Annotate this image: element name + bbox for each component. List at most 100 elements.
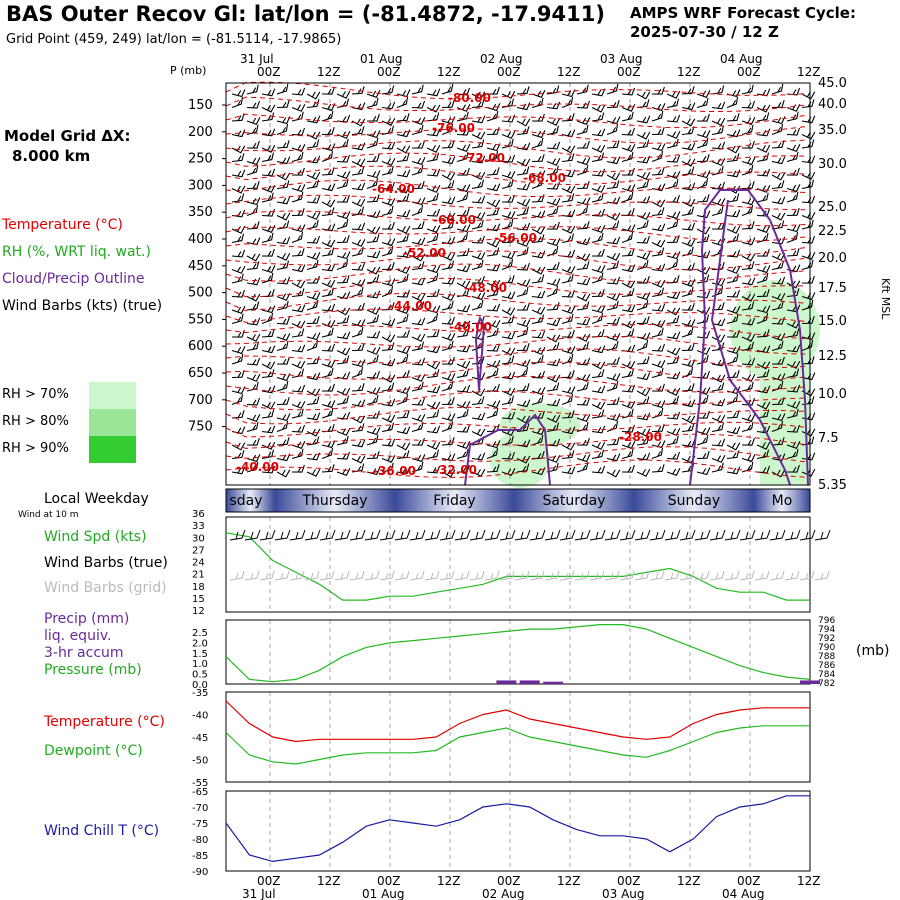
temperature-tick: -40	[192, 711, 208, 722]
wind-barb	[366, 354, 379, 365]
wind-barb	[501, 258, 514, 271]
wind-barb	[591, 465, 606, 474]
wind-barb	[261, 208, 276, 217]
wind-barb	[516, 383, 530, 392]
wind-barb	[411, 181, 425, 190]
wind-barb	[456, 280, 471, 289]
wind-barb	[711, 438, 726, 447]
wind-barb	[231, 386, 246, 395]
wind-barb	[486, 110, 499, 122]
wind-barb	[546, 302, 560, 311]
wind-barb	[471, 412, 486, 421]
wind-barb	[799, 570, 815, 581]
wind-barb	[561, 393, 574, 406]
wind-barb	[351, 262, 366, 271]
wind-barb	[321, 447, 334, 460]
wind-barb	[516, 319, 531, 328]
temperature-contour	[225, 459, 807, 478]
temperature-contour-label: -56.00	[494, 231, 537, 245]
wind-barb	[471, 219, 484, 230]
wind-barb	[441, 340, 454, 352]
wind-barb	[351, 166, 365, 176]
wind-barb	[786, 231, 799, 244]
wind-barb	[576, 164, 589, 176]
wind-tick: 27	[192, 545, 205, 556]
precip-panel	[225, 619, 811, 685]
wind-barb	[456, 360, 471, 369]
wind-barb	[336, 138, 349, 149]
wind-barb	[784, 570, 800, 581]
wind-barb	[681, 158, 696, 167]
wind-barb	[741, 140, 755, 149]
wind-barb	[426, 345, 441, 354]
wind-barb	[231, 289, 246, 298]
temperature-contour	[225, 250, 807, 271]
wind-barb	[636, 388, 651, 397]
wind-barb	[516, 399, 531, 408]
wind-barb	[381, 101, 396, 110]
wind-barb	[561, 113, 575, 122]
wind-barb	[756, 265, 771, 274]
wind-barb	[456, 208, 470, 217]
wind-barb	[636, 139, 650, 149]
wind-barb	[786, 111, 799, 122]
wind-barb	[621, 248, 635, 257]
wind-barb	[711, 125, 725, 136]
cycle-line-1: AMPS WRF Forecast Cycle:	[630, 4, 856, 22]
wind-barb	[786, 167, 800, 176]
wind-barb	[336, 355, 350, 365]
temperature-contour-label: -52.00	[403, 246, 446, 260]
wind-barb	[516, 86, 530, 95]
pressure-unit-label: (mb)	[856, 643, 890, 659]
wind-barb	[336, 275, 350, 284]
wind-barb	[246, 333, 261, 342]
wind-barb	[634, 529, 651, 541]
wind-barb	[546, 374, 561, 383]
wind-barb	[486, 183, 501, 192]
wind-barb	[606, 260, 620, 271]
wind-barb	[291, 304, 306, 313]
wind-barb	[741, 437, 755, 446]
wind-barb	[396, 353, 409, 365]
wind-barb	[501, 138, 514, 149]
wind-barb	[516, 286, 529, 298]
wind-barb	[531, 306, 546, 315]
wind-barb	[606, 123, 619, 136]
wind-barb	[381, 245, 394, 257]
wind-barb	[441, 437, 455, 446]
wind-barb	[246, 221, 260, 230]
wind-barb	[441, 380, 454, 392]
wind-barb	[741, 117, 756, 125]
wind-barb	[591, 329, 605, 338]
wind-barb	[514, 529, 531, 541]
wind-barb	[426, 112, 440, 122]
wind-chill-label: Wind Chill T (°C)	[44, 823, 160, 839]
wind-barb	[351, 439, 366, 448]
wind-barb	[606, 172, 621, 181]
wind-barb	[741, 181, 755, 190]
wind-barb	[786, 224, 801, 233]
wind-barb	[621, 151, 634, 163]
temperature-contours	[225, 81, 807, 478]
wind-barb	[664, 529, 681, 541]
wind-barb	[606, 180, 620, 190]
wind-barb	[516, 102, 531, 111]
kft-level-tick: 30.0	[818, 157, 847, 172]
wind-barb	[591, 385, 606, 394]
wind-barb	[381, 358, 396, 367]
wind-barb	[276, 83, 289, 95]
wind-barb	[786, 151, 799, 163]
wind-barb	[741, 277, 756, 286]
wind-barb	[351, 343, 365, 352]
wind-barb	[741, 461, 754, 473]
wind-barb	[546, 262, 560, 271]
wind-barb	[276, 123, 289, 136]
temperature-contour-label: -80.00	[448, 91, 491, 105]
wind-barb	[651, 343, 666, 352]
wind-barb	[561, 185, 576, 194]
wind-barb	[366, 370, 381, 379]
wind-barb	[231, 442, 246, 451]
wind-barb	[304, 529, 321, 541]
wind-barb	[621, 328, 635, 338]
rh70-swatch	[89, 382, 136, 409]
